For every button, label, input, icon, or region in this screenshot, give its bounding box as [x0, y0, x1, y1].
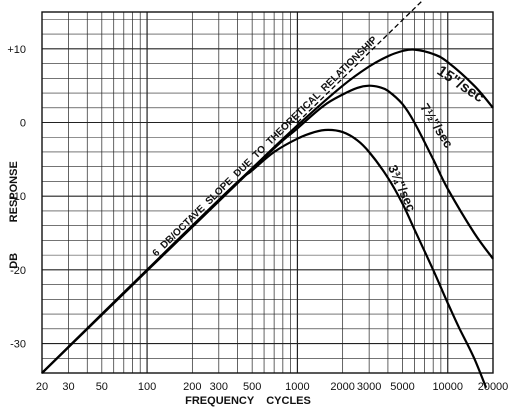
x-tick-label: 5000 [390, 381, 414, 393]
x-tick-label: 30 [62, 381, 74, 393]
y-tick-label: 0 [20, 118, 26, 130]
x-tick-label: 20000 [478, 381, 509, 393]
y-tick-label: -20 [10, 265, 26, 277]
x-tick-label: 3000 [357, 381, 381, 393]
x-tick-label: 20 [36, 381, 48, 393]
x-tick-label: 1000 [285, 381, 309, 393]
y-tick-label: -10 [10, 191, 26, 203]
x-tick-label: 300 [210, 381, 228, 393]
y-tick-labels: +10 0 -10 -20 -30 [7, 44, 26, 351]
x-tick-label: 500 [243, 381, 261, 393]
x-tick-label: 50 [96, 381, 108, 393]
y-axis-label: DB RESPONSE [8, 161, 20, 269]
x-tick-labels: 20 30 50 100 200 300 500 1000 2000 3000 5000 10000 2… [36, 381, 508, 393]
x-axis-label: FREQUENCY CYCLES [185, 395, 311, 407]
x-tick-label: 100 [138, 381, 156, 393]
plot-frame [41, 11, 494, 374]
grid-minor [41, 12, 494, 374]
x-tick-label: 2000 [330, 381, 354, 393]
curve-3-75-ips [41, 128, 488, 389]
y-tick-label: -30 [10, 339, 26, 351]
curve-15-ips [41, 48, 494, 374]
grid-major [42, 12, 493, 373]
y-tick-label: +10 [7, 44, 26, 56]
theoretical-slope-line [296, 0, 424, 123]
x-tick-label: 200 [183, 381, 201, 393]
response-curves [41, 0, 494, 389]
curve-7-5-ips [41, 84, 494, 374]
series-label-3-75-ips: 3¾"/sec [385, 162, 419, 213]
series-label-7-5-ips: 7½"/sec [417, 101, 456, 151]
series-label-15-ips: 15"/sec [434, 62, 487, 106]
x-tick-label: 10000 [432, 381, 463, 393]
